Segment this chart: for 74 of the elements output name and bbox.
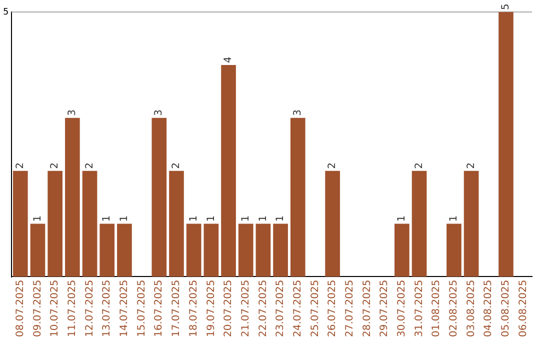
bar bbox=[273, 224, 288, 277]
data-label: 2 bbox=[327, 162, 338, 169]
x-tick-label: 01.08.2025 bbox=[431, 280, 442, 338]
data-label: 3 bbox=[292, 110, 304, 116]
x-tick-label: 11.07.2025 bbox=[67, 280, 78, 338]
bar bbox=[65, 118, 80, 277]
x-tick-label: 25.07.2025 bbox=[310, 280, 321, 338]
x-tick-label: 29.07.2025 bbox=[379, 280, 390, 338]
bar bbox=[30, 224, 46, 277]
bar bbox=[290, 118, 306, 277]
x-tick-label: 16.07.2025 bbox=[154, 280, 165, 338]
data-label: 2 bbox=[171, 162, 182, 169]
bar bbox=[221, 64, 236, 277]
x-tick-label: 12.07.2025 bbox=[84, 280, 96, 338]
data-label: 1 bbox=[448, 215, 460, 222]
x-tick-label: 06.08.2025 bbox=[518, 280, 529, 338]
x-tick-label: 17.07.2025 bbox=[171, 280, 182, 338]
data-label: 1 bbox=[102, 215, 113, 222]
bar bbox=[169, 170, 184, 277]
x-tick-label: 21.07.2025 bbox=[240, 280, 252, 338]
bar bbox=[325, 170, 340, 277]
bar bbox=[238, 224, 254, 277]
bar bbox=[394, 224, 410, 277]
bar bbox=[82, 170, 98, 277]
bar bbox=[186, 224, 202, 277]
bar bbox=[152, 118, 167, 277]
x-tick-label: 23.07.2025 bbox=[275, 280, 286, 338]
data-label: 1 bbox=[119, 215, 130, 222]
data-label: 2 bbox=[84, 162, 96, 169]
x-tick-label: 28.07.2025 bbox=[362, 280, 373, 338]
data-label: 2 bbox=[50, 162, 61, 169]
data-label: 1 bbox=[258, 215, 269, 222]
data-label: 3 bbox=[67, 110, 78, 116]
x-tick-label: 18.07.2025 bbox=[188, 280, 200, 338]
x-tick-label: 09.07.2025 bbox=[32, 280, 44, 338]
x-tick-label: 26.07.2025 bbox=[327, 280, 338, 338]
data-label: 1 bbox=[275, 215, 286, 222]
x-tick-label: 10.07.2025 bbox=[50, 280, 61, 338]
data-label: 1 bbox=[240, 215, 252, 222]
x-tick-label: 14.07.2025 bbox=[119, 280, 130, 338]
x-tick-label: 13.07.2025 bbox=[102, 280, 113, 338]
data-label: 1 bbox=[32, 215, 44, 222]
bar bbox=[412, 170, 427, 277]
bar bbox=[446, 224, 462, 277]
x-tick-label: 03.08.2025 bbox=[466, 280, 477, 338]
x-tick-label: 27.07.2025 bbox=[344, 280, 356, 338]
x-tick-label: 15.07.2025 bbox=[136, 280, 148, 338]
x-tick-label: 20.07.2025 bbox=[223, 280, 234, 338]
x-tick-label: 08.07.2025 bbox=[14, 280, 26, 338]
x-tick-label: 02.08.2025 bbox=[448, 280, 460, 338]
bar bbox=[100, 224, 115, 277]
data-label: 4 bbox=[223, 56, 234, 63]
bar bbox=[12, 170, 28, 277]
bar bbox=[48, 170, 62, 277]
data-label: 2 bbox=[14, 162, 26, 169]
bar bbox=[464, 170, 479, 277]
data-label: 1 bbox=[206, 215, 217, 222]
x-tick-label: 19.07.2025 bbox=[206, 280, 217, 338]
bar bbox=[204, 224, 219, 277]
bar bbox=[256, 224, 271, 277]
data-label: 3 bbox=[154, 110, 165, 116]
x-tick-label: 31.07.2025 bbox=[414, 280, 425, 338]
data-label: 1 bbox=[396, 215, 408, 222]
data-label: 2 bbox=[414, 162, 425, 169]
x-tick-label: 22.07.2025 bbox=[258, 280, 269, 338]
data-label: 2 bbox=[466, 162, 477, 169]
x-tick-label: 30.07.2025 bbox=[396, 280, 408, 338]
x-tick-label: 24.07.2025 bbox=[292, 280, 304, 338]
x-tick-label: 05.08.2025 bbox=[500, 280, 512, 338]
x-tick-label: 04.08.2025 bbox=[483, 280, 494, 338]
bar bbox=[117, 224, 132, 277]
data-label: 1 bbox=[188, 215, 200, 222]
data-label: 5 bbox=[500, 4, 512, 10]
bar bbox=[498, 12, 514, 277]
